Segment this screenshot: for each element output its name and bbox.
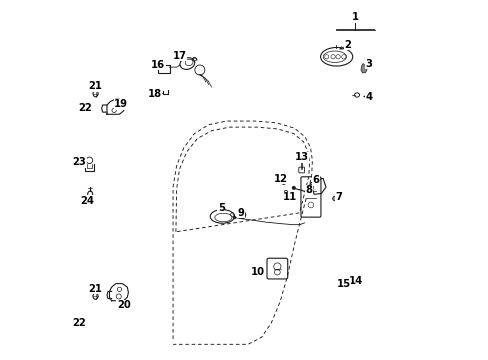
Ellipse shape <box>332 196 339 201</box>
Text: 12: 12 <box>273 174 287 184</box>
Circle shape <box>291 186 295 190</box>
Text: 4: 4 <box>365 92 372 102</box>
Text: 23: 23 <box>72 157 86 167</box>
Text: 5: 5 <box>217 203 224 213</box>
Ellipse shape <box>350 276 357 285</box>
Text: 3: 3 <box>365 59 371 68</box>
Text: 6: 6 <box>312 175 319 185</box>
Text: 9: 9 <box>237 208 244 218</box>
Text: 8: 8 <box>305 185 312 195</box>
Text: 10: 10 <box>250 267 264 277</box>
Circle shape <box>233 216 235 219</box>
Text: 22: 22 <box>79 103 92 113</box>
Text: 19: 19 <box>114 99 128 109</box>
Polygon shape <box>360 64 366 73</box>
Text: 18: 18 <box>147 89 161 99</box>
Text: 20: 20 <box>117 300 130 310</box>
Text: 16: 16 <box>151 60 165 70</box>
Text: 21: 21 <box>88 81 102 91</box>
Text: 14: 14 <box>348 276 362 286</box>
Text: 17: 17 <box>172 51 186 61</box>
Text: 7: 7 <box>335 192 342 202</box>
Text: 2: 2 <box>344 40 351 50</box>
Ellipse shape <box>344 279 348 282</box>
Text: 11: 11 <box>282 192 296 202</box>
Text: 21: 21 <box>88 284 102 294</box>
Text: 15: 15 <box>336 279 350 289</box>
Text: 24: 24 <box>80 196 94 206</box>
Text: 22: 22 <box>72 318 86 328</box>
Text: 1: 1 <box>351 13 358 22</box>
Text: 13: 13 <box>294 152 308 162</box>
